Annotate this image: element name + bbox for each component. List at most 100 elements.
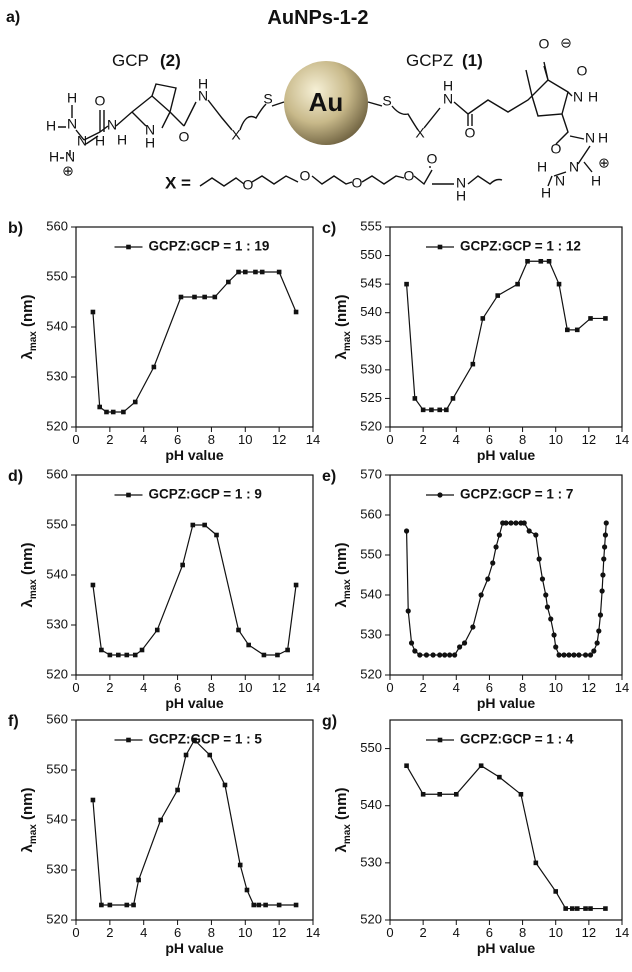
marker (478, 763, 484, 769)
y-tick-label: 520 (46, 666, 68, 681)
marker (136, 877, 141, 883)
atom: H (95, 133, 105, 149)
marker (404, 281, 409, 287)
data-line (92, 271, 297, 413)
marker (207, 752, 213, 758)
marker (175, 787, 180, 793)
marker (452, 652, 458, 658)
plot-frame (75, 226, 314, 428)
marker (293, 582, 299, 588)
y-axis-symbol: λ (19, 844, 36, 853)
y-tick-label: 520 (360, 418, 382, 433)
atom: S (263, 91, 272, 107)
marker (480, 316, 486, 321)
x-tick-label: 10 (238, 925, 252, 940)
marker (485, 576, 491, 582)
atom: S (382, 93, 391, 109)
data-line (405, 260, 606, 411)
marker (553, 644, 559, 650)
marker (253, 269, 258, 275)
marker (602, 532, 609, 538)
panel-label: d) (8, 468, 23, 485)
marker (403, 528, 410, 534)
atom: O (95, 93, 106, 109)
marker (588, 906, 593, 911)
y-tick-label: 550 (360, 546, 382, 561)
x-tick-label: 0 (386, 925, 393, 940)
y-tick-label: 540 (46, 566, 68, 581)
atom: H (49, 149, 59, 165)
marker (518, 791, 524, 797)
marker (536, 556, 542, 562)
marker (533, 860, 539, 866)
marker (600, 572, 606, 578)
marker (544, 604, 551, 610)
marker (447, 652, 453, 658)
marker (591, 648, 597, 654)
x-tick-label: 4 (453, 432, 460, 447)
atom: N (107, 117, 117, 133)
marker (107, 902, 113, 908)
panel-label: g) (322, 713, 337, 730)
marker (574, 906, 580, 911)
x-tick-label: 14 (615, 925, 629, 940)
marker (503, 520, 509, 526)
x-tick-label: 8 (208, 680, 215, 695)
x-axis-label: pH value (477, 447, 536, 463)
chart: c) 0 2 4 6 8 10 12 14 520 525 530 535 540 545 550 555 pH … (322, 218, 629, 463)
marker (110, 409, 116, 415)
x-tick-label: 14 (615, 680, 629, 695)
plot-frame (389, 474, 623, 676)
y-axis-subscript: max (342, 331, 353, 351)
data-line (406, 764, 606, 910)
marker (408, 640, 415, 646)
marker (236, 627, 241, 633)
marker (90, 582, 96, 588)
atom: O (577, 63, 588, 79)
atom: O (352, 175, 363, 191)
x-tick-label: 4 (140, 432, 147, 447)
bonds (58, 61, 593, 187)
marker (222, 782, 228, 788)
marker (412, 648, 418, 654)
atom: H (145, 135, 155, 151)
marker (131, 902, 136, 908)
marker (190, 522, 196, 528)
marker (107, 652, 113, 658)
marker (588, 316, 593, 321)
x-tick-label: 4 (453, 925, 460, 940)
marker (183, 752, 189, 758)
legend-label: GCPZ:GCP = 1 : 12 (460, 239, 581, 254)
y-tick-label: 550 (360, 247, 382, 262)
data-line (92, 739, 297, 906)
atom: H (598, 130, 608, 146)
x-tick-label: 10 (548, 432, 562, 447)
x-tick-label: 0 (72, 925, 79, 940)
y-axis-symbol: λ (19, 351, 36, 360)
marker (603, 520, 609, 526)
marker (285, 647, 290, 653)
x-tick-label: 0 (72, 680, 79, 695)
atom: N (573, 89, 583, 105)
y-tick-label: 530 (360, 854, 382, 869)
atom: X (415, 125, 425, 141)
y-tick-label: 560 (46, 218, 68, 233)
y-tick-label: 540 (360, 586, 382, 601)
x-tick-label: 8 (519, 925, 526, 940)
y-axis-subscript: max (342, 579, 353, 599)
marker (513, 520, 519, 526)
marker (508, 520, 514, 526)
y-axis-symbol: λ (333, 599, 350, 608)
marker (237, 862, 243, 868)
x-tick-label: 4 (140, 925, 147, 940)
marker (178, 294, 184, 300)
chart: f) 0 2 4 6 8 10 12 14 520 530 540 550 560 pH value λmax… (8, 711, 320, 956)
x-tick-label: 6 (486, 925, 493, 940)
marker (158, 817, 163, 823)
atom: O (404, 168, 415, 184)
marker (437, 791, 443, 797)
marker (437, 652, 443, 658)
marker (236, 269, 241, 275)
marker (556, 281, 562, 287)
